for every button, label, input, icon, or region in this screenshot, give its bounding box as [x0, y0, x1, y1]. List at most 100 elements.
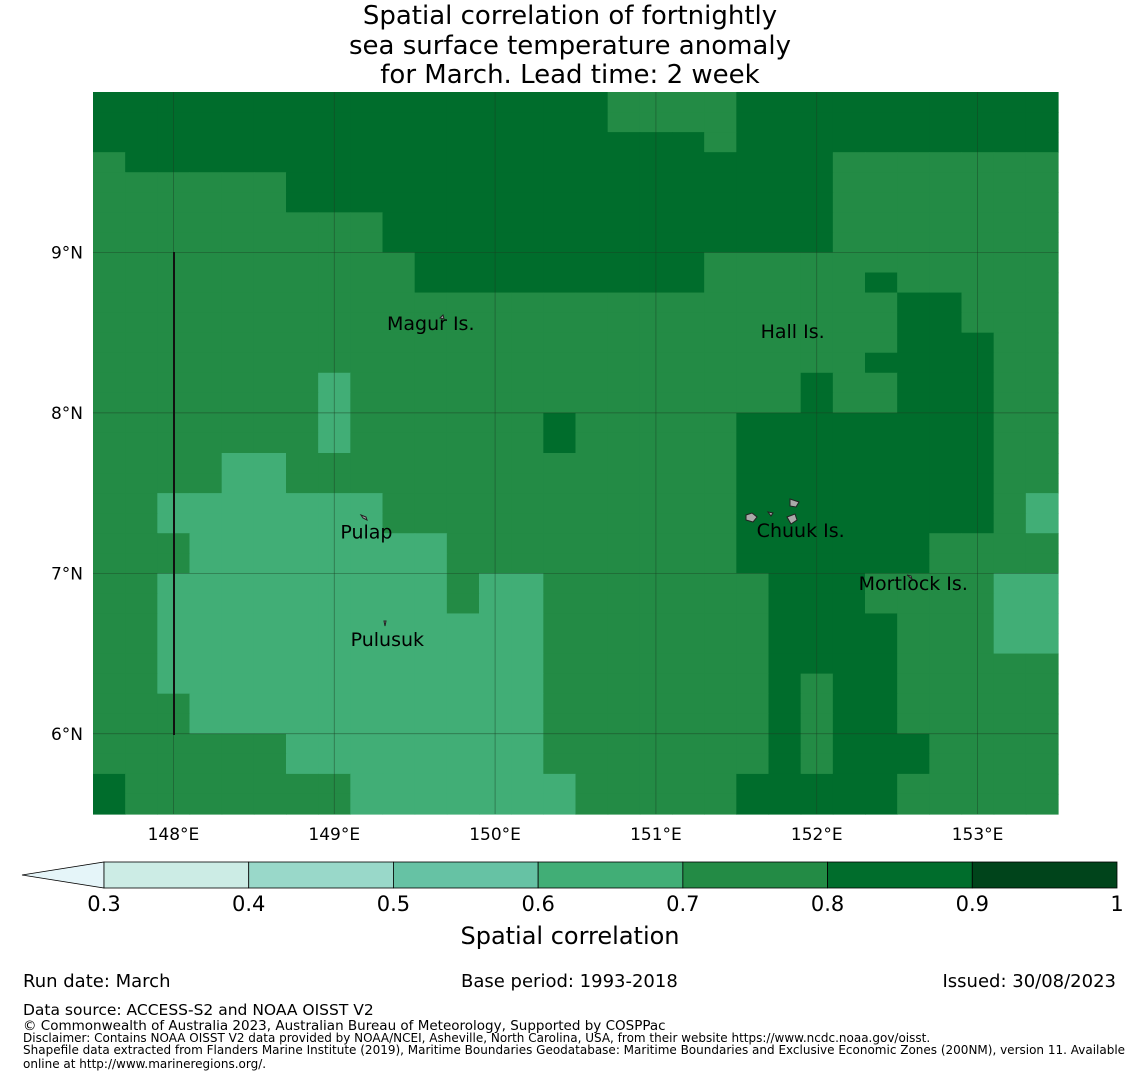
- grid-cell: [929, 513, 963, 534]
- grid-cell: [543, 372, 577, 394]
- grid-cell: [1025, 593, 1059, 615]
- grid-cell: [672, 693, 705, 715]
- grid-cell: [736, 392, 770, 414]
- grid-cell: [125, 292, 158, 314]
- grid-cell: [832, 312, 866, 334]
- grid-cell: [253, 553, 287, 574]
- grid-cell: [897, 513, 930, 534]
- grid-cell: [350, 793, 384, 815]
- grid-cell: [1025, 132, 1059, 153]
- title-line-2: sea surface temperature anomaly: [349, 30, 791, 61]
- grid-cell: [350, 713, 384, 735]
- grid-cell: [575, 272, 609, 294]
- grid-cell: [286, 392, 319, 414]
- grid-cell: [125, 773, 158, 795]
- grid-cell: [993, 372, 1027, 394]
- grid-cell: [189, 453, 223, 474]
- grid-cell: [575, 673, 609, 695]
- grid-cell: [350, 112, 384, 133]
- grid-cell: [993, 553, 1027, 574]
- grid-cell: [929, 473, 963, 494]
- grid-cell: [93, 292, 126, 314]
- grid-cell: [897, 92, 930, 113]
- grid-cell: [768, 232, 802, 254]
- grid-cell: [93, 473, 126, 494]
- grid-cell: [575, 192, 609, 213]
- grid-cell: [768, 272, 802, 294]
- grid-cell: [286, 733, 319, 755]
- grid-cell: [350, 352, 384, 374]
- grid-cell: [1025, 513, 1059, 534]
- grid-cell: [543, 493, 577, 514]
- grid-cell: [736, 232, 770, 254]
- grid-cell: [286, 412, 319, 434]
- grid-cell: [511, 212, 544, 233]
- grid-cell: [253, 753, 287, 775]
- grid-cell: [511, 352, 544, 374]
- grid-cell: [511, 192, 544, 213]
- grid-cell: [865, 673, 898, 695]
- grid-cell: [125, 172, 158, 193]
- grid-cell: [736, 192, 770, 213]
- grid-cell: [350, 412, 384, 434]
- grid-cell: [607, 593, 641, 615]
- grid-cell: [607, 733, 641, 755]
- grid-cell: [93, 573, 126, 594]
- grid-cell: [221, 573, 255, 594]
- grid-cell: [511, 372, 544, 394]
- grid-cell: [382, 753, 416, 775]
- grid-cell: [929, 633, 963, 655]
- grid-cell: [543, 392, 577, 414]
- grid-cell: [93, 673, 126, 695]
- grid-cell: [672, 312, 705, 334]
- grid-cell: [286, 332, 319, 354]
- grid-cell: [832, 473, 866, 494]
- grid-cell: [607, 693, 641, 715]
- base-period: Base period: 1993-2018: [461, 971, 678, 992]
- grid-cell: [865, 92, 898, 113]
- grid-cell: [543, 733, 577, 755]
- grid-cell: [832, 653, 866, 675]
- grid-cell: [511, 713, 544, 735]
- grid-cell: [704, 132, 737, 153]
- grid-cell: [93, 212, 126, 233]
- grid-cell: [221, 232, 255, 254]
- grid-cell: [672, 593, 705, 615]
- grid-cell: [865, 152, 898, 173]
- grid-cell: [832, 533, 866, 554]
- grid-cell: [414, 332, 448, 354]
- grid-cell: [189, 332, 223, 354]
- grid-cell: [704, 553, 737, 574]
- grid-cell: [736, 272, 770, 294]
- grid-cell: [736, 653, 770, 675]
- grid-cell: [768, 473, 802, 494]
- grid-cell: [575, 172, 609, 193]
- grid-cell: [736, 332, 770, 354]
- grid-cell: [189, 432, 223, 454]
- grid-cell: [865, 713, 898, 735]
- grid-cell: [253, 513, 287, 534]
- grid-cell: [929, 573, 963, 594]
- grid-cell: [414, 172, 448, 193]
- grid-cell: [125, 152, 158, 173]
- grid-cell: [286, 232, 319, 254]
- grid-cell: [253, 232, 287, 254]
- grid-cell: [253, 192, 287, 213]
- grid-cell: [607, 372, 641, 394]
- grid-cell: [253, 593, 287, 615]
- grid-cell: [832, 232, 866, 254]
- grid-cell: [736, 793, 770, 815]
- colorbar-label: Spatial correlation: [460, 922, 680, 950]
- grid-cell: [704, 453, 737, 474]
- grid-cell: [189, 192, 223, 213]
- y-axis-ticks: 9°N 8°N 7°N 6°N: [51, 243, 83, 744]
- grid-cell: [704, 152, 737, 173]
- grid-cell: [929, 92, 963, 113]
- grid-cell: [221, 112, 255, 133]
- grid-cell: [350, 473, 384, 494]
- grid-cell: [382, 232, 416, 254]
- grid-cell: [1025, 272, 1059, 294]
- chuuk-island-shape-2: [745, 512, 758, 523]
- grid-cell: [446, 453, 480, 474]
